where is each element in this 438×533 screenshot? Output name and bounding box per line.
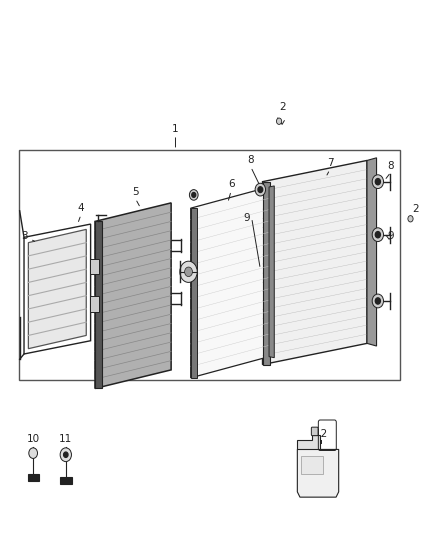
- Polygon shape: [95, 221, 102, 389]
- Circle shape: [372, 294, 384, 308]
- FancyBboxPatch shape: [28, 474, 39, 481]
- FancyBboxPatch shape: [311, 427, 318, 435]
- Text: 2: 2: [413, 204, 419, 214]
- Circle shape: [375, 179, 380, 185]
- Text: 1: 1: [172, 124, 179, 134]
- Text: 7: 7: [327, 158, 333, 168]
- Circle shape: [375, 231, 380, 238]
- Polygon shape: [28, 229, 86, 349]
- Text: 11: 11: [59, 434, 72, 444]
- Circle shape: [276, 118, 282, 124]
- Polygon shape: [269, 186, 274, 358]
- Circle shape: [192, 192, 196, 197]
- Polygon shape: [297, 449, 339, 497]
- Circle shape: [255, 183, 265, 196]
- FancyBboxPatch shape: [90, 296, 99, 312]
- Polygon shape: [262, 182, 270, 365]
- Text: 9: 9: [388, 231, 394, 241]
- FancyBboxPatch shape: [60, 477, 72, 484]
- Polygon shape: [262, 160, 367, 365]
- Circle shape: [185, 267, 192, 277]
- Circle shape: [372, 228, 384, 241]
- Text: 8: 8: [388, 161, 394, 171]
- Bar: [19, 150, 399, 381]
- Text: 2: 2: [279, 102, 286, 112]
- Text: 6: 6: [228, 179, 234, 189]
- Circle shape: [372, 175, 384, 189]
- FancyBboxPatch shape: [301, 456, 322, 474]
- Polygon shape: [191, 187, 269, 378]
- Text: 9: 9: [243, 213, 250, 223]
- Text: 12: 12: [314, 429, 328, 439]
- Circle shape: [180, 261, 197, 282]
- Circle shape: [408, 216, 413, 222]
- Polygon shape: [297, 434, 320, 449]
- Circle shape: [60, 448, 71, 462]
- Circle shape: [258, 187, 263, 192]
- Circle shape: [375, 298, 380, 304]
- Polygon shape: [95, 203, 171, 389]
- Text: 3: 3: [21, 231, 28, 241]
- Circle shape: [64, 452, 68, 457]
- Polygon shape: [191, 208, 197, 378]
- FancyBboxPatch shape: [90, 259, 99, 274]
- Circle shape: [189, 190, 198, 200]
- Text: 8: 8: [247, 156, 254, 165]
- Polygon shape: [367, 158, 377, 346]
- Text: 5: 5: [132, 187, 139, 197]
- Text: 4: 4: [78, 203, 85, 213]
- Circle shape: [29, 448, 38, 458]
- Text: 10: 10: [27, 434, 40, 444]
